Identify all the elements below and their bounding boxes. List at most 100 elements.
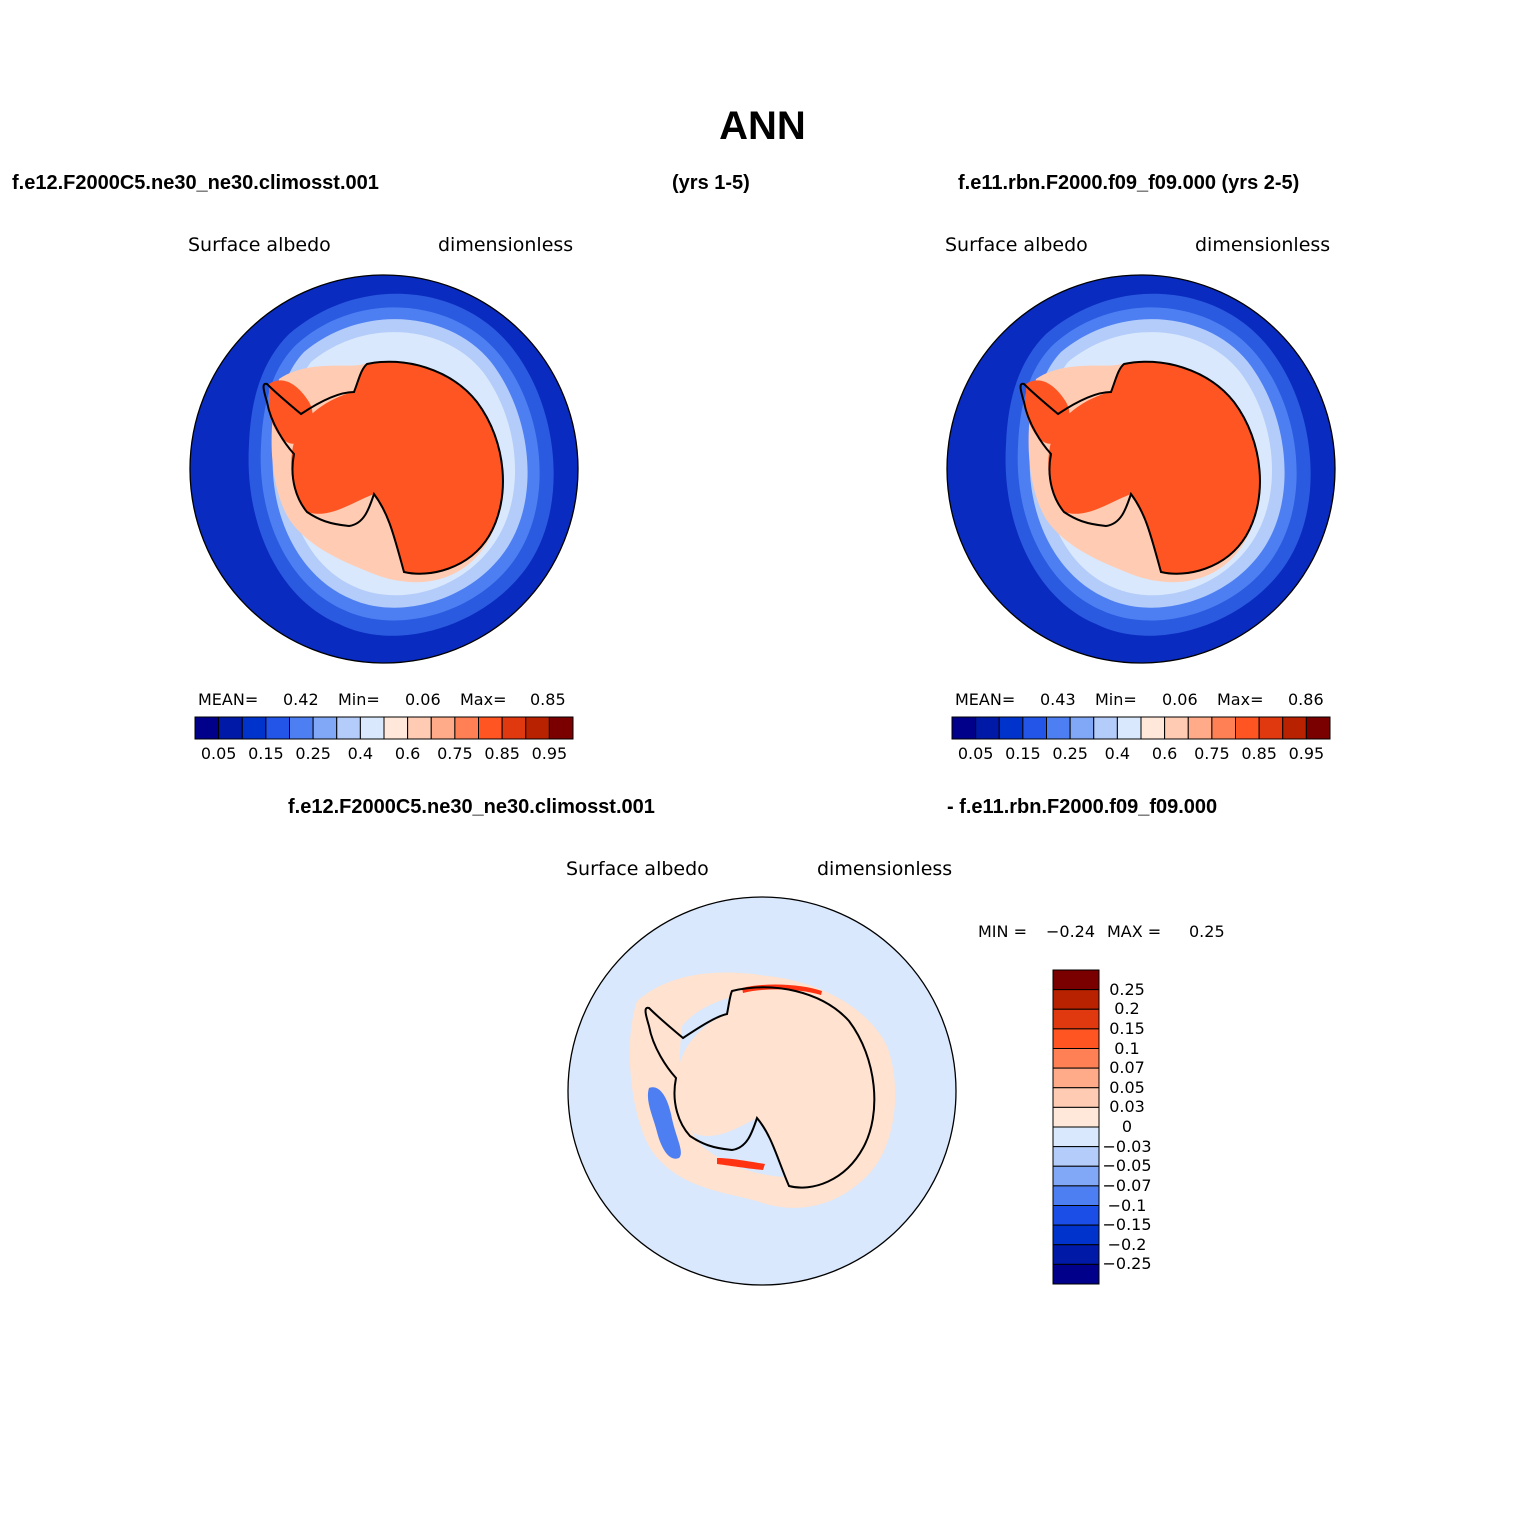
panel3-max-value: 0.25 xyxy=(1189,922,1225,941)
top-left-years-label: (yrs 1-5) xyxy=(672,172,750,194)
panel1-max-value: 0.85 xyxy=(530,690,566,709)
colorbar-swatch xyxy=(1258,716,1284,740)
colorbar-tick-label: 0.75 xyxy=(1194,744,1230,763)
panel3-min-label: MIN = xyxy=(978,922,1027,941)
colorbar-swatch xyxy=(1187,716,1213,740)
panel2-mean-label: MEAN= xyxy=(955,690,1016,709)
colorbar-swatch xyxy=(194,716,220,740)
colorbar-tick-label: 0.03 xyxy=(1109,1097,1145,1117)
colorbar-tick-label: 0.4 xyxy=(1104,744,1131,763)
colorbar-swatch xyxy=(1235,716,1260,740)
top-left-run-label: f.e12.F2000C5.ne30_ne30.climosst.001 xyxy=(12,172,379,194)
colorbar-swatch xyxy=(1116,716,1142,740)
colorbar-swatch xyxy=(383,716,409,740)
colorbar-swatch xyxy=(289,716,314,740)
colorbar-swatch xyxy=(430,716,456,740)
colorbar-swatch xyxy=(1093,716,1118,740)
panel2-variable-label: Surface albedo xyxy=(945,234,1088,256)
panel1-mean-value: 0.42 xyxy=(283,690,319,709)
colorbar-tick-label: 0.07 xyxy=(1109,1058,1145,1078)
antarctic-ice-sheet xyxy=(291,361,503,574)
colorbar-tick-label: 0.15 xyxy=(1005,744,1041,763)
panel1-units-label: dimensionless xyxy=(438,234,574,256)
colorbar-swatch xyxy=(1164,716,1189,740)
panel3-max-label: MAX = xyxy=(1107,922,1162,941)
colorbar-swatch xyxy=(1052,1146,1100,1167)
colorbar-tick-label: −0.15 xyxy=(1102,1215,1152,1235)
colorbar-panel2 xyxy=(951,716,1331,740)
colorbar-tick-label: 0.95 xyxy=(1288,744,1325,763)
colorbar-swatch xyxy=(951,716,977,740)
colorbar-tick-label: 0.4 xyxy=(347,744,374,763)
panel1-mean-label: MEAN= xyxy=(198,690,259,709)
panel3-min-value: −0.24 xyxy=(1046,922,1096,941)
colorbar-swatch xyxy=(1052,1087,1100,1108)
colorbar-swatch xyxy=(1052,1263,1100,1285)
albedo-map-1 xyxy=(189,274,579,664)
colorbar-tick-label: 0.6 xyxy=(394,744,421,763)
colorbar-swatch xyxy=(1211,716,1236,740)
colorbar-difference xyxy=(1052,969,1100,1285)
colorbar-tick-label: 0 xyxy=(1121,1117,1133,1136)
colorbar-swatch xyxy=(241,716,267,740)
colorbar-tick-label: −0.07 xyxy=(1102,1175,1152,1195)
panel3-variable-label: Surface albedo xyxy=(566,858,709,880)
panel2-mean-value: 0.43 xyxy=(1040,690,1076,709)
colorbar-tick-label: 0.25 xyxy=(295,744,331,763)
colorbar-tick-label: 0.85 xyxy=(1241,744,1277,763)
colorbar-tick-label: −0.1 xyxy=(1107,1195,1147,1215)
colorbar-swatch xyxy=(1052,1008,1100,1030)
colorbar-swatch xyxy=(478,716,503,740)
coastline xyxy=(1019,360,1261,575)
colorbar-swatch xyxy=(975,716,1000,740)
colorbar-swatch xyxy=(1052,1028,1100,1049)
colorbar-swatch xyxy=(1140,716,1166,740)
colorbar-swatch xyxy=(1052,1224,1100,1246)
colorbar-swatch xyxy=(1069,716,1095,740)
colorbar-swatch xyxy=(1052,1106,1100,1128)
colorbar-swatch xyxy=(1046,716,1071,740)
colorbar-tick-label: 0.05 xyxy=(200,744,237,763)
colorbar-tick-label: 0.05 xyxy=(1109,1077,1145,1097)
colorbar-swatch xyxy=(218,716,243,740)
diff-right-run-label: - f.e11.rbn.F2000.f09_f09.000 xyxy=(947,796,1218,818)
colorbar-tick-label: −0.2 xyxy=(1107,1234,1147,1254)
colorbar-swatch xyxy=(1052,1165,1100,1187)
colorbar-swatch xyxy=(1052,969,1100,991)
colorbar-tick-label: 0.2 xyxy=(1114,999,1140,1019)
colorbar-tick-label: −0.25 xyxy=(1102,1254,1152,1274)
top-right-run-label: f.e11.rbn.F2000.f09_f09.000 (yrs 2-5) xyxy=(958,172,1300,194)
albedo-map-2 xyxy=(946,274,1336,664)
page-title: ANN xyxy=(719,104,806,148)
colorbar-tick-label: 0.85 xyxy=(484,744,520,763)
colorbar-tick-label: 0.25 xyxy=(1052,744,1088,763)
panel2-units-label: dimensionless xyxy=(1195,234,1331,256)
panel2-max-value: 0.86 xyxy=(1288,690,1324,709)
colorbar-swatch xyxy=(1052,1048,1100,1069)
colorbar-tick-label: 0.75 xyxy=(437,744,473,763)
colorbar-swatch xyxy=(548,716,574,740)
coastline xyxy=(262,360,504,575)
colorbar-swatch xyxy=(1052,1067,1100,1089)
panel1-min-value: 0.06 xyxy=(405,690,441,709)
coastline xyxy=(644,986,876,1189)
colorbar-swatch xyxy=(1052,1185,1100,1206)
colorbar-tick-label: 0.6 xyxy=(1151,744,1178,763)
positive-anomaly-ring xyxy=(629,972,896,1208)
colorbar-swatch xyxy=(1052,1244,1100,1265)
colorbar-swatch xyxy=(265,716,290,740)
panel2-min-value: 0.06 xyxy=(1162,690,1198,709)
panel1-max-label: Max= xyxy=(460,690,507,709)
colorbar-swatch xyxy=(1022,716,1047,740)
panel2-min-label: Min= xyxy=(1095,690,1137,709)
colorbar-swatch xyxy=(525,716,550,740)
strong-positive-band xyxy=(717,1158,765,1170)
colorbar-tick-label: 0.15 xyxy=(1109,1018,1145,1038)
colorbar-tick-label: −0.03 xyxy=(1102,1136,1152,1156)
colorbar-tick-label: 0.05 xyxy=(957,744,994,763)
colorbar-swatch xyxy=(454,716,479,740)
colorbar-swatch xyxy=(312,716,338,740)
antarctic-ice-sheet xyxy=(1048,361,1260,574)
colorbar-swatch xyxy=(1305,716,1331,740)
colorbar-swatch xyxy=(407,716,432,740)
